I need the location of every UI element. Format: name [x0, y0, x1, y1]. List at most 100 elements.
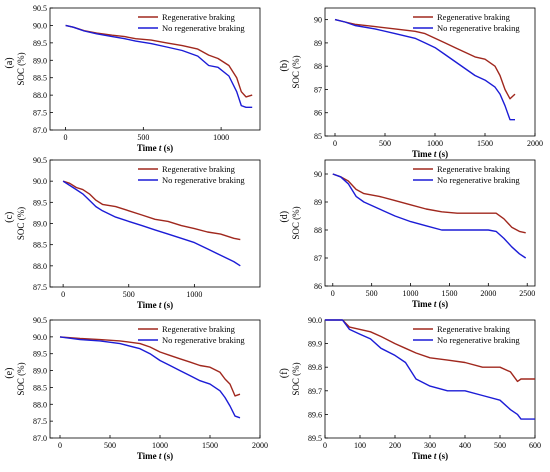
- y-tick-label: 90.5: [33, 4, 47, 13]
- y-axis-label: SOC (%): [16, 52, 26, 85]
- x-tick-label: 600: [529, 441, 541, 450]
- y-tick-label: 87.5: [33, 109, 47, 118]
- series-line-regenerative: [332, 173, 526, 234]
- y-tick-label: 87.5: [33, 283, 47, 292]
- chart-panel-1: 0 500 1000 87.0 87.5 88.0 88.5 89.0 89.5 90.0 90.5…: [4, 4, 261, 153]
- x-tick-label: 0: [64, 133, 68, 142]
- y-tick-label: 89.5: [33, 350, 47, 359]
- legend-label: Regenerative braking: [162, 164, 236, 174]
- x-tick-label: 0: [323, 441, 327, 450]
- chart-panel-6: 0 100 200 300 400 500 600 89.5 89.6 89.7 89.8 89.9 9…: [279, 316, 541, 461]
- legend-label: Regenerative braking: [162, 12, 236, 22]
- series-line-regenerative: [59, 336, 241, 397]
- x-axis-label: Time t (s): [137, 143, 173, 153]
- x-axis-label: Time t (s): [412, 451, 448, 461]
- series-line-regenerative: [62, 180, 241, 241]
- y-tick-label: 88.0: [33, 400, 47, 409]
- y-tick-label: 88.5: [33, 383, 47, 392]
- y-tick-label: 89: [314, 198, 322, 207]
- x-tick-label: 200: [389, 441, 401, 450]
- y-tick-label: 86: [314, 109, 322, 118]
- legend-label: No regenerative braking: [437, 23, 520, 33]
- y-tick-label: 87: [314, 254, 322, 263]
- legend-label: Regenerative braking: [437, 164, 511, 174]
- x-axis-label-main: Time: [412, 299, 434, 309]
- y-tick-label: 90.0: [33, 21, 47, 30]
- y-tick-label: 89: [314, 39, 322, 48]
- y-axis-label: SOC (%): [291, 55, 301, 88]
- x-axis-label-main: Time: [137, 143, 159, 153]
- y-tick-label: 89.8: [308, 363, 322, 372]
- x-tick-label: 1500: [441, 289, 457, 298]
- chart-panel-2: 0 500 1000 1500 2000 85 86 87 88 89 90 Time t (s) SO…: [279, 7, 543, 159]
- x-tick-label: 1000: [152, 441, 168, 450]
- x-tick-label: 0: [333, 139, 337, 148]
- y-tick-label: 87.0: [33, 434, 47, 443]
- x-axis-label-main: Time: [137, 300, 159, 310]
- x-axis-label-main: Time: [412, 149, 434, 159]
- y-tick-label: 90: [314, 170, 322, 179]
- y-tick-label: 89.0: [33, 367, 47, 376]
- x-tick-label: 400: [459, 441, 471, 450]
- y-tick-label: 90.0: [33, 177, 47, 186]
- series-line-no-regenerative: [62, 180, 241, 267]
- plot-frame: [49, 7, 261, 131]
- legend-label: Regenerative braking: [437, 12, 511, 22]
- panel-label: (e): [4, 368, 15, 379]
- y-tick-label: 88.0: [33, 262, 47, 271]
- x-tick-label: 1000: [213, 133, 229, 142]
- legend-label: No regenerative braking: [162, 335, 245, 345]
- y-tick-label: 90: [314, 16, 322, 25]
- x-tick-label: 1500: [202, 441, 218, 450]
- panel-label: (c): [4, 212, 15, 223]
- y-tick-label: 86: [314, 282, 322, 291]
- y-tick-label: 89.0: [33, 220, 47, 229]
- x-axis-label-variable: t: [434, 451, 437, 461]
- x-axis-label-unit: (s): [161, 451, 173, 461]
- x-axis-label-unit: (s): [161, 300, 173, 310]
- series-line-no-regenerative: [59, 336, 241, 419]
- x-axis-label-variable: t: [159, 300, 162, 310]
- x-axis-label-unit: (s): [436, 149, 448, 159]
- x-axis-label: Time t (s): [137, 451, 173, 461]
- plot-frame: [324, 7, 536, 137]
- x-axis-label-main: Time: [412, 451, 434, 461]
- x-axis-label-unit: (s): [436, 299, 448, 309]
- legend-label: No regenerative braking: [162, 23, 245, 33]
- series-line-regenerative: [65, 24, 253, 98]
- plot-frame: [49, 319, 261, 439]
- chart-panel-5: 0 500 1000 1500 2000 87.0 87.5 88.0 88.5 89.0 89.5…: [4, 316, 268, 461]
- x-tick-label: 1000: [403, 289, 419, 298]
- series-line-no-regenerative: [332, 173, 527, 259]
- x-tick-label: 0: [58, 441, 62, 450]
- x-tick-label: 1000: [427, 139, 443, 148]
- x-tick-label: 500: [366, 289, 378, 298]
- y-tick-label: 89.5: [33, 39, 47, 48]
- y-tick-label: 89.9: [308, 340, 322, 349]
- y-axis-label: SOC (%): [16, 362, 26, 395]
- x-axis-label-variable: t: [159, 143, 162, 153]
- y-tick-label: 88.5: [33, 74, 47, 83]
- x-tick-label: 0: [61, 290, 65, 299]
- y-tick-label: 88: [314, 226, 322, 235]
- panel-label: (a): [4, 57, 15, 68]
- chart-panel-3: 0 500 1000 87.5 88.0 88.5 89.0 89.5 90.0 90.5 Time…: [4, 156, 261, 310]
- series-line-no-regenerative: [325, 319, 535, 420]
- legend-label: No regenerative braking: [437, 335, 520, 345]
- y-tick-label: 89.5: [308, 434, 322, 443]
- y-tick-label: 90.5: [33, 316, 47, 325]
- x-tick-label: 2000: [527, 139, 543, 148]
- series-line-regenerative: [334, 18, 516, 100]
- y-tick-label: 88.0: [33, 91, 47, 100]
- x-axis-label-unit: (s): [436, 451, 448, 461]
- y-axis-label: SOC (%): [291, 362, 301, 395]
- x-axis-label-main: Time: [137, 451, 159, 461]
- y-axis-label: SOC (%): [291, 206, 301, 239]
- y-tick-label: 89.6: [308, 410, 322, 419]
- plot-frame: [324, 159, 536, 287]
- x-axis-label: Time t (s): [412, 299, 448, 309]
- y-tick-label: 90.0: [33, 333, 47, 342]
- x-tick-label: 1000: [186, 290, 202, 299]
- y-tick-label: 89.0: [33, 56, 47, 65]
